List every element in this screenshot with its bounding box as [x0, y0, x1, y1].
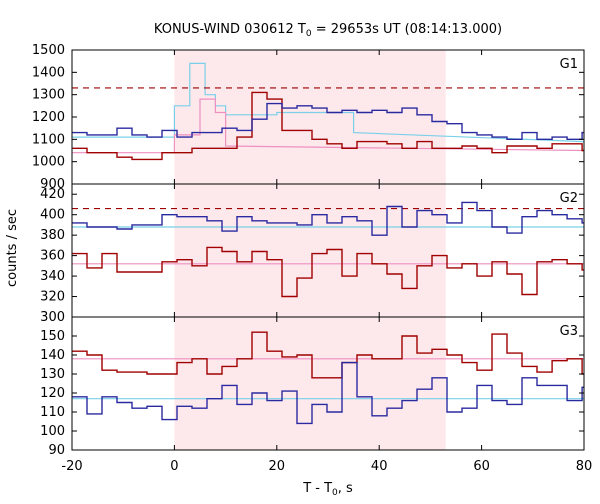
y-axis-label: counts / sec	[5, 209, 20, 287]
chart-title: KONUS-WIND 030612 T0 = 29653s UT (08:14:…	[154, 22, 502, 39]
g1-series-blue	[72, 102, 584, 140]
g3-ytick-label: 140	[40, 348, 65, 363]
g2-ytick-label: 340	[40, 269, 65, 284]
g2-series-red	[72, 246, 584, 298]
g1-ytick-label: 1400	[32, 65, 65, 80]
g1-ytick-label: 900	[40, 177, 65, 192]
g1-ytick-label: 1200	[32, 110, 65, 125]
x-axis-label: T - T0, s	[302, 481, 353, 498]
g1-ytick-label: 1500	[32, 43, 65, 58]
g1-ytick-label: 1300	[32, 88, 65, 103]
g3-ytick-label: 150	[40, 329, 65, 344]
g1-panel-label: G1	[560, 57, 578, 72]
g2-ytick-label: 400	[40, 208, 65, 223]
highlight-band	[174, 50, 446, 450]
g1-fit-pink	[72, 98, 585, 154]
g3-ytick-label: 90	[48, 443, 65, 458]
xtick-label: 20	[269, 459, 286, 474]
g1-ytick-label: 1100	[32, 132, 65, 147]
g2-series-blue	[72, 201, 584, 236]
g3-series-blue	[72, 361, 584, 425]
g3-frame	[71, 316, 585, 451]
xtick-label: 60	[473, 459, 490, 474]
g2-ytick-label: 320	[40, 290, 65, 305]
g2-ytick-label: 300	[40, 310, 65, 325]
g3-ytick-label: 120	[40, 386, 65, 401]
g2-panel-label: G2	[560, 191, 578, 206]
xtick-label: 80	[576, 459, 593, 474]
g1-ytick-label: 1000	[32, 155, 65, 170]
xtick-label: 0	[170, 459, 178, 474]
xtick-label: 40	[371, 459, 388, 474]
g2-ytick-label: 420	[40, 187, 65, 202]
g3-ytick-label: 100	[40, 424, 65, 439]
g2-ytick-label: 360	[40, 249, 65, 264]
g3-panel-label: G3	[560, 324, 578, 339]
g3-ytick-label: 110	[40, 405, 65, 420]
g2-ytick-label: 380	[40, 228, 65, 243]
g1-series-red	[72, 91, 584, 161]
xtick-label: -20	[61, 459, 82, 474]
g3-ytick-label: 130	[40, 367, 65, 382]
